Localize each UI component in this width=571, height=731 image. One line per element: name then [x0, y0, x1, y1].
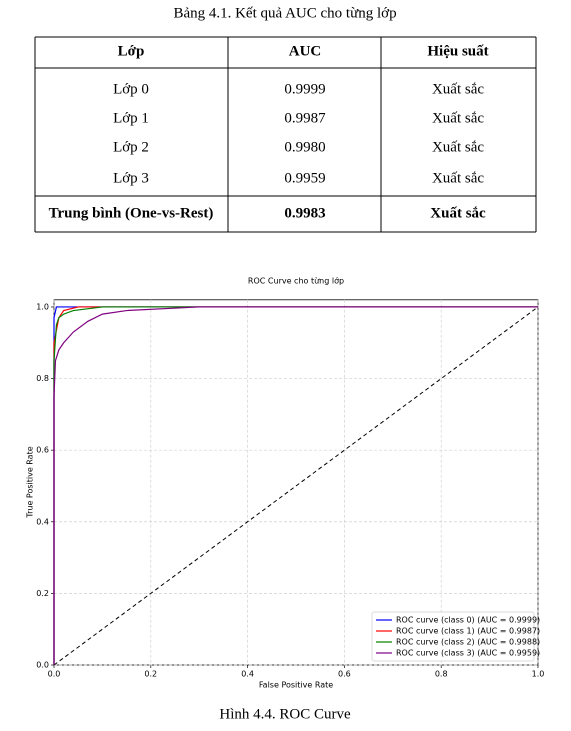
table-cell: Lớp 0 [113, 81, 149, 97]
figure-caption: Hình 4.4. ROC Curve [219, 706, 351, 722]
table-cell: 0.9980 [284, 139, 325, 155]
y-tick-label: 0.6 [36, 446, 49, 455]
table-caption: Bảng 4.1. Kết quả AUC cho từng lớp [173, 5, 396, 21]
table-cell: Xuất sắc [432, 139, 484, 155]
legend-label: ROC curve (class 2) (AUC = 0.9988) [396, 638, 540, 647]
x-tick-label: 0.8 [435, 670, 448, 679]
y-tick-label: 0.4 [36, 517, 49, 526]
chart-title: ROC Curve cho từng lớp [248, 276, 344, 286]
table-cell: 0.9987 [284, 110, 326, 126]
table-cell: Xuất sắc [432, 170, 484, 186]
legend-label: ROC curve (class 0) (AUC = 0.9999) [396, 616, 540, 625]
legend-label: ROC curve (class 3) (AUC = 0.9959) [396, 649, 540, 658]
roc-line [53, 306, 538, 665]
x-axis-label: False Positive Rate [259, 681, 333, 690]
table-cell: 0.9959 [284, 170, 325, 186]
y-tick-label: 0.2 [36, 589, 49, 598]
table-summary-cell: 0.9983 [284, 205, 325, 221]
table-header-cell: Lớp [118, 43, 145, 59]
legend-label: ROC curve (class 1) (AUC = 0.9987) [396, 627, 540, 636]
table-cell: Lớp 3 [113, 170, 149, 186]
table-cell: Lớp 1 [113, 110, 149, 126]
table-header-cell: AUC [289, 43, 322, 59]
legend-box [371, 611, 535, 662]
y-axis-label: True Positive Rate [26, 446, 35, 518]
roc-line [53, 306, 538, 665]
table-header-cell: Hiệu suất [427, 43, 488, 59]
table-cell: Xuất sắc [432, 110, 484, 126]
x-tick-label: 0.6 [338, 670, 351, 679]
table-cell: Xuất sắc [432, 81, 484, 97]
x-tick-label: 0.4 [241, 670, 254, 679]
y-tick-label: 0.0 [36, 661, 49, 670]
table-summary-cell: Trung bình (One-vs-Rest) [49, 205, 214, 221]
table-summary-cell: Xuất sắc [430, 205, 486, 221]
table-cell: 0.9999 [284, 81, 325, 97]
x-tick-label: 1.0 [532, 670, 545, 679]
table-cell: Lớp 2 [113, 139, 149, 155]
reference-line [53, 306, 539, 666]
y-tick-label: 0.8 [36, 374, 49, 383]
x-tick-label: 0.0 [48, 670, 61, 679]
y-tick-label: 1.0 [36, 302, 49, 311]
x-tick-label: 0.2 [144, 670, 157, 679]
